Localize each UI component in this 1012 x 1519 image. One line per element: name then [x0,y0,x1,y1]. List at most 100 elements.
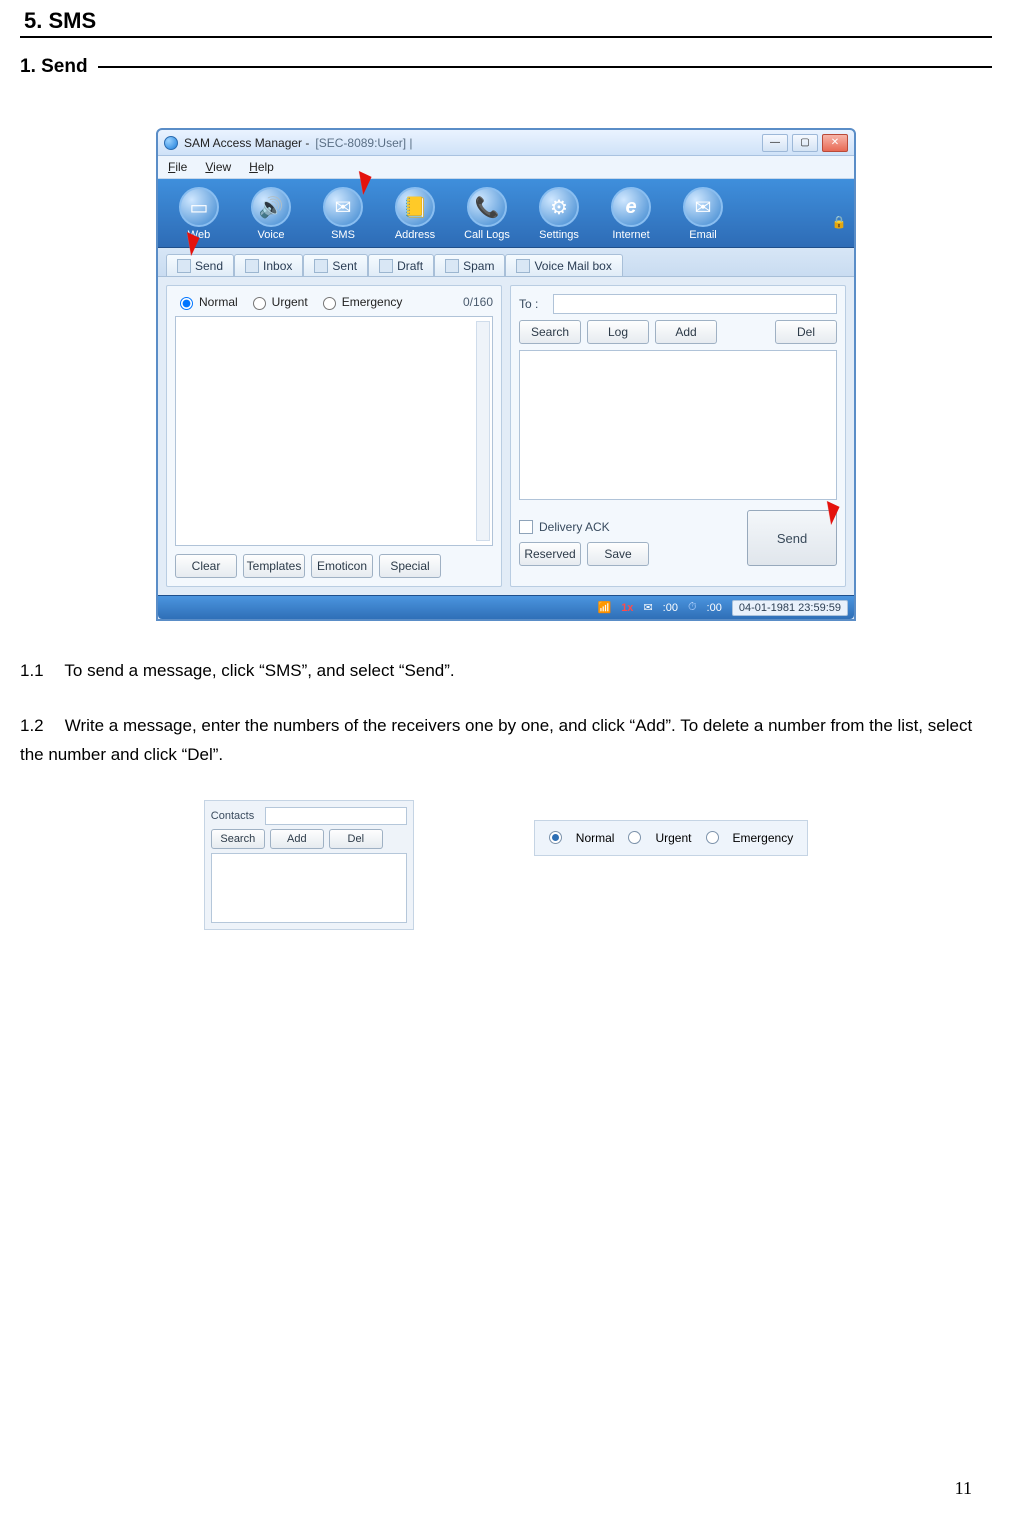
status-sep-icon: ⏱ [688,601,697,614]
recipient-list[interactable] [519,350,837,500]
compose-pane: Normal Urgent Emergency 0/160 Clear Temp… [166,285,502,587]
tab-send-label: Send [195,259,223,273]
send-button-label: Send [777,531,807,546]
voice-icon: 🔊 [251,187,291,227]
clear-button[interactable]: Clear [175,554,237,578]
mini-del-button[interactable]: Del [329,829,383,849]
body-paragraph-2: 1.2 Write a message, enter the numbers o… [20,712,992,770]
mini-contacts-list[interactable] [211,853,407,923]
main-toolbar: ▭Web 🔊 Voice ✉ SMS 📒Address 📞Call Logs ⚙S… [158,179,854,248]
mini-radio-urgent-dot[interactable] [628,831,641,844]
tab-voicemail[interactable]: Voice Mail box [505,254,622,276]
mail-status-icon: ✉ [643,601,652,614]
radio-emergency-label: Emergency [342,295,403,309]
signal-icon: 📶 [597,601,611,614]
toolbar-voice[interactable]: 🔊 Voice [236,183,306,243]
tab-voicemail-label: Voice Mail box [534,259,611,273]
mini-radio-emergency-dot[interactable] [706,831,719,844]
del-button[interactable]: Del [775,320,837,344]
menu-help[interactable]: Help [249,160,274,174]
radio-normal[interactable]: Normal [175,294,238,310]
status-time1: :00 [663,602,678,614]
delivery-ack-label: Delivery ACK [539,520,610,534]
menu-file[interactable]: File [168,160,187,174]
maximize-button[interactable]: ▢ [792,134,818,152]
page-number: 11 [955,1478,972,1499]
toolbar-email-label: Email [689,229,717,241]
toolbar-settings-label: Settings [539,229,579,241]
mini-contacts-panel: Contacts Search Add Del [204,800,414,930]
toolbar-calllogs-label: Call Logs [464,229,510,241]
tab-sent-label: Sent [332,259,357,273]
delivery-ack-checkbox[interactable] [519,520,533,534]
toolbar-settings[interactable]: ⚙Settings [524,183,594,243]
mini-search-button[interactable]: Search [211,829,265,849]
toolbar-internet[interactable]: eInternet [596,183,666,243]
toolbar-address[interactable]: 📒Address [380,183,450,243]
tab-voicemail-icon [516,259,530,273]
mini-radio-urgent-label: Urgent [655,831,691,845]
reserved-button[interactable]: Reserved [519,542,581,566]
tab-send[interactable]: Send [166,254,234,276]
scrollbar[interactable] [476,321,490,541]
mini-add-button[interactable]: Add [270,829,324,849]
tab-inbox[interactable]: Inbox [234,254,303,276]
send-button[interactable]: Send [747,510,837,566]
recipient-pane: To : Search Log Add Del Delivery ACK [510,285,846,587]
templates-button[interactable]: Templates [243,554,305,578]
minimize-button[interactable]: — [762,134,788,152]
mini-screenshots-row: Contacts Search Add Del Normal Urgent Em… [20,800,992,930]
tab-spam[interactable]: Spam [434,254,505,276]
mini-priority-radios: Normal Urgent Emergency [534,820,808,856]
toolbar-voice-label: Voice [258,229,285,241]
emoticon-button[interactable]: Emoticon [311,554,373,578]
tab-send-icon [177,259,191,273]
to-label: To : [519,297,547,311]
menu-view[interactable]: View [205,160,231,174]
log-button[interactable]: Log [587,320,649,344]
web-icon: ▭ [179,187,219,227]
right-bottom-row: Delivery ACK Reserved Save Send [519,510,837,566]
radio-urgent-input[interactable] [253,297,266,310]
mini-contacts-input[interactable] [265,807,407,825]
radio-urgent[interactable]: Urgent [248,294,308,310]
save-button[interactable]: Save [587,542,649,566]
mini-radio-normal-label: Normal [576,831,615,845]
radio-normal-input[interactable] [180,297,193,310]
title-prefix: SAM Access Manager - [184,136,309,150]
radio-emergency[interactable]: Emergency [318,294,403,310]
tab-draft[interactable]: Draft [368,254,434,276]
radio-emergency-input[interactable] [323,297,336,310]
screenshot-window-wrapper: SAM Access Manager - [SEC-8089:User] | —… [156,128,856,621]
mini-radios-wrapper: Normal Urgent Emergency [534,800,808,930]
add-button[interactable]: Add [655,320,717,344]
message-textbox[interactable] [175,316,493,546]
radio-urgent-label: Urgent [272,295,308,309]
toolbar-sms[interactable]: ✉ SMS [308,183,378,243]
tab-sent-icon [314,259,328,273]
toolbar-calllogs[interactable]: 📞Call Logs [452,183,522,243]
sms-tabs: Send Inbox Sent Draft Spam Voice Mail bo… [158,248,854,276]
close-button[interactable]: ✕ [822,134,848,152]
mini-contacts-label: Contacts [211,810,259,822]
toolbar-web[interactable]: ▭Web [164,183,234,243]
subsection-row: 1. Send [20,56,992,78]
toolbar-email[interactable]: ✉Email [668,183,738,243]
mini-radio-normal-dot[interactable] [549,831,562,844]
title-suffix: [SEC-8089:User] | [315,136,412,150]
p2-num: 1.2 [20,712,60,741]
status-datetime: 04-01-1981 23:59:59 [732,600,848,616]
search-button[interactable]: Search [519,320,581,344]
body-paragraph-1: 1.1 To send a message, click “SMS”, and … [20,657,992,686]
special-button[interactable]: Special [379,554,441,578]
p1-text: To send a message, click “SMS”, and sele… [64,661,454,680]
sms-icon: ✉ [323,187,363,227]
statusbar: 📶 1x ✉ :00 ⏱ :00 04-01-1981 23:59:59 [158,595,854,619]
toolbar-address-label: Address [395,229,435,241]
tab-sent[interactable]: Sent [303,254,368,276]
app-window: SAM Access Manager - [SEC-8089:User] | —… [156,128,856,621]
compose-buttons: Clear Templates Emoticon Special [175,554,493,578]
tab-inbox-icon [245,259,259,273]
to-input[interactable] [553,294,837,314]
delivery-ack-row: Delivery ACK [519,520,739,534]
